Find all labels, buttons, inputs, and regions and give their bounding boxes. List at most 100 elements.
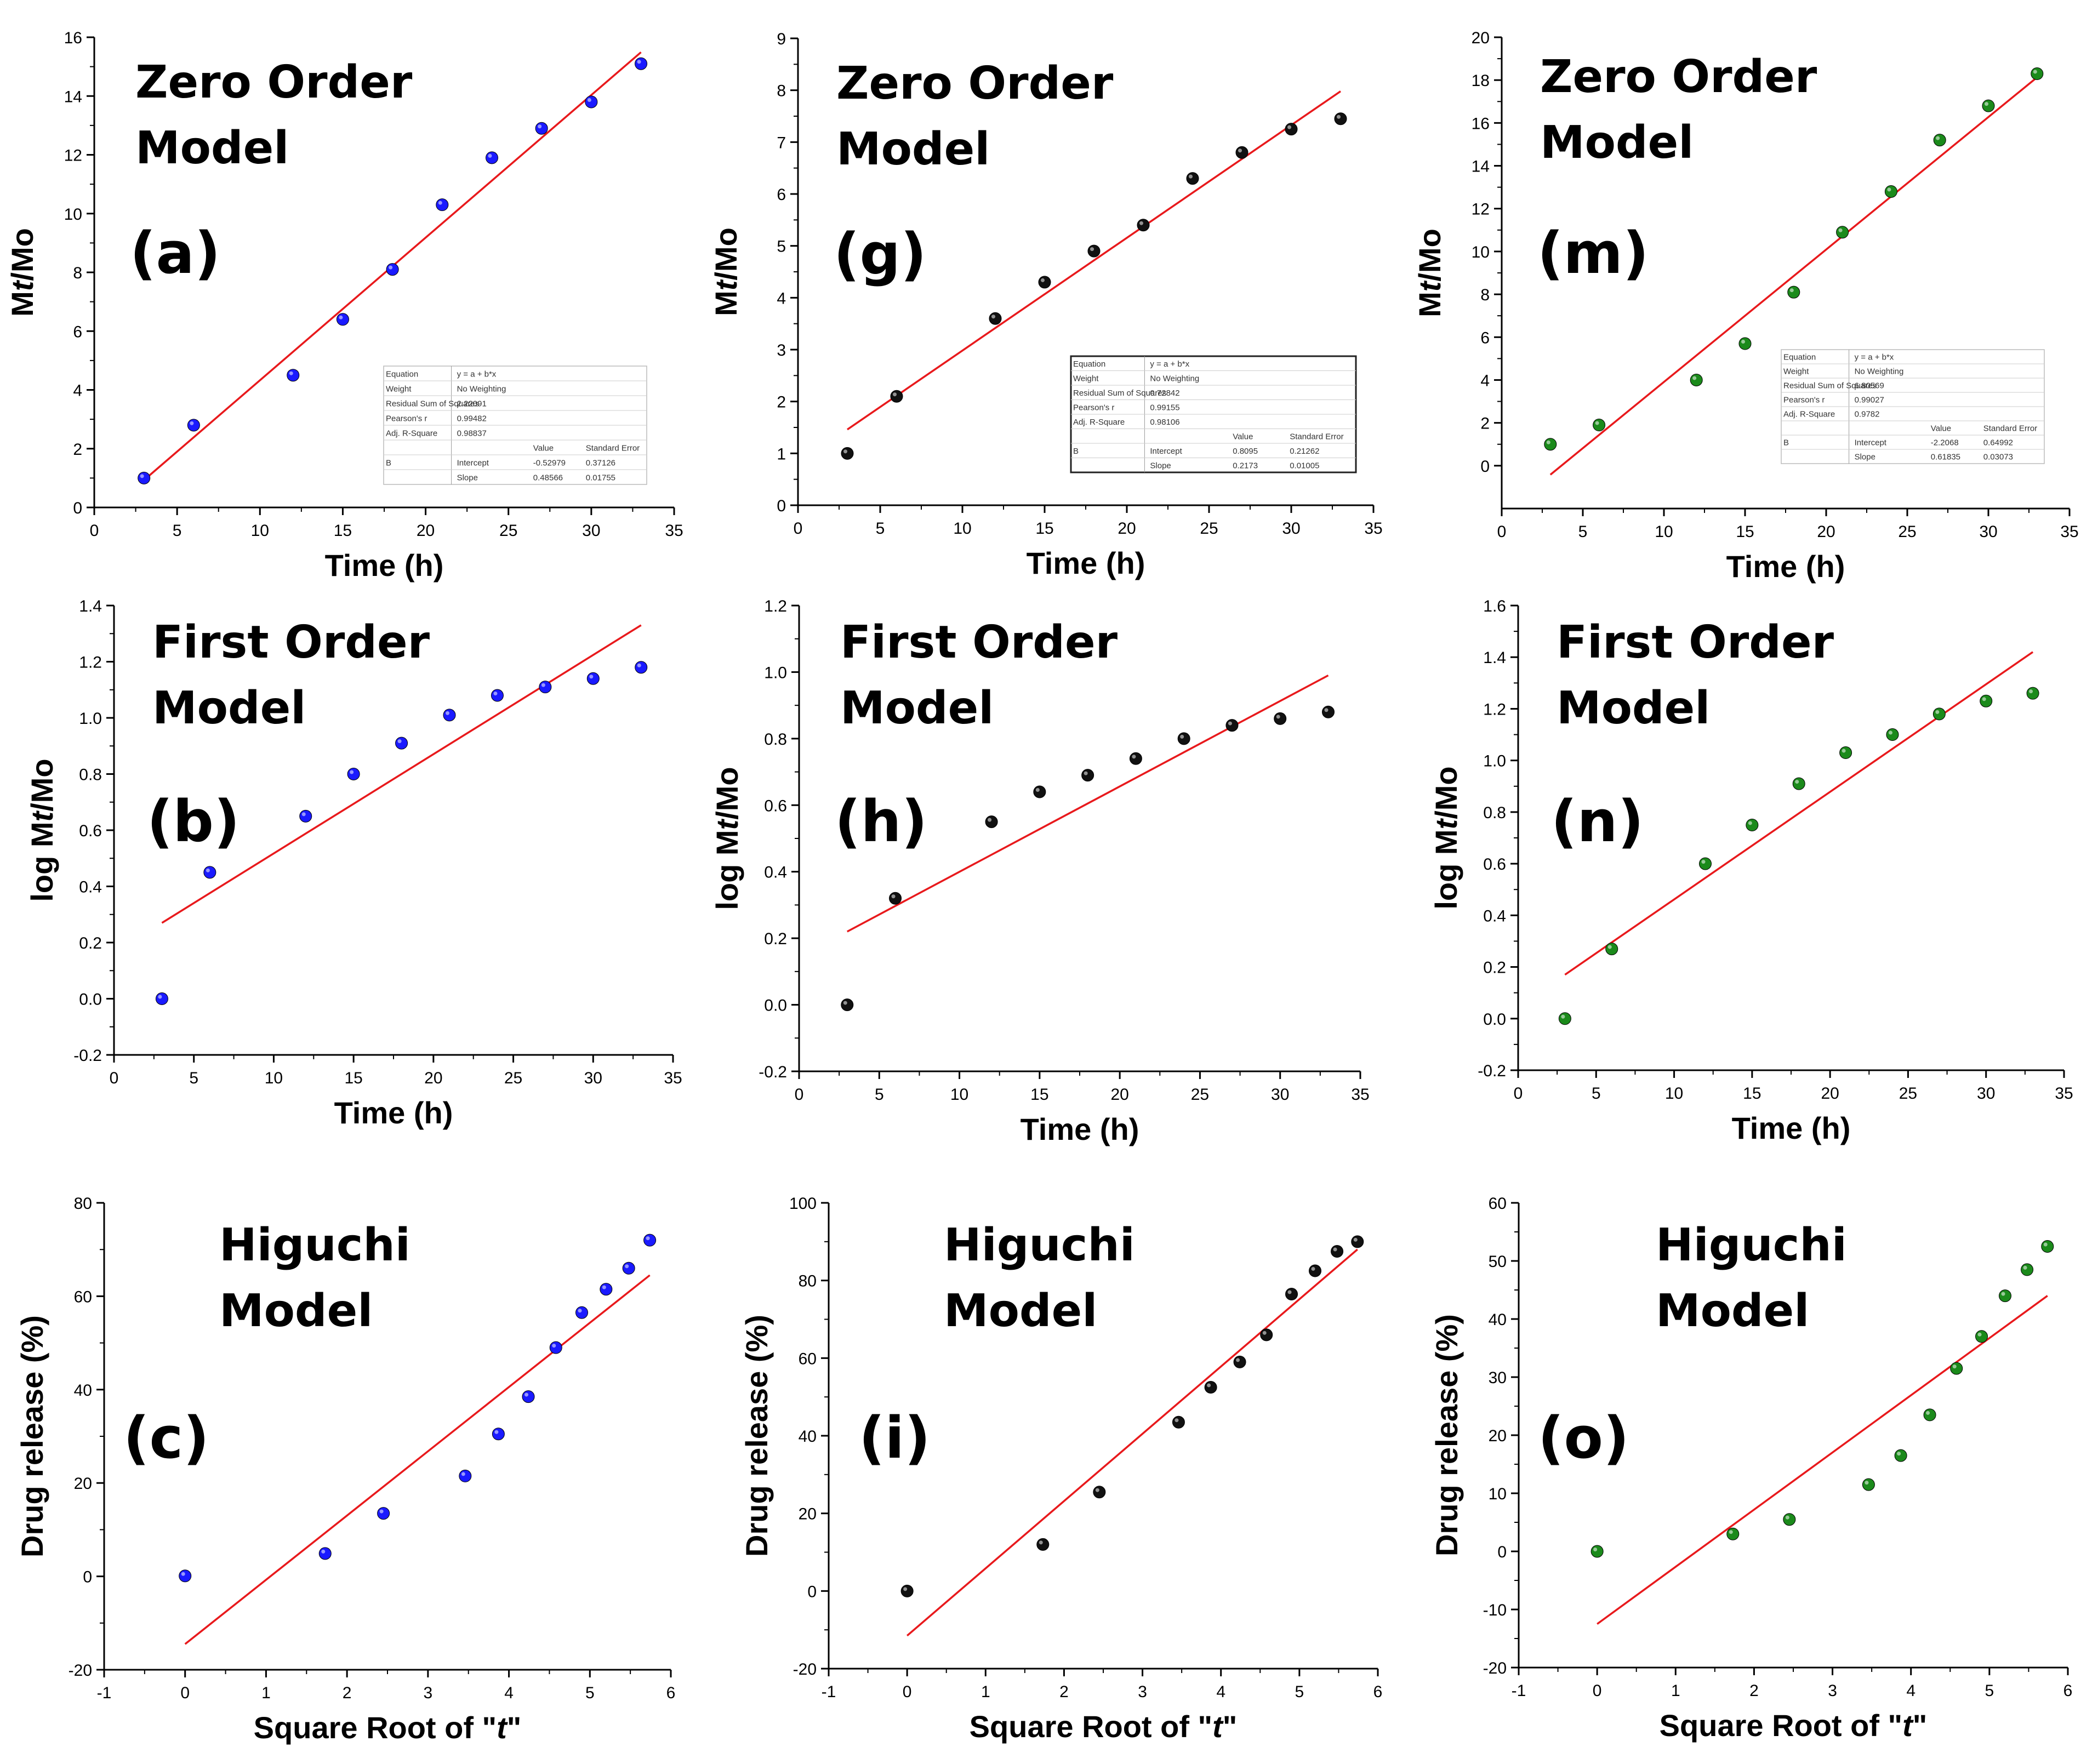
data-point-highlight: [1952, 1365, 1957, 1369]
data-point-highlight: [1333, 1247, 1337, 1252]
x-tick-label: 1: [1671, 1682, 1680, 1700]
data-point-highlight: [2043, 1242, 2048, 1247]
y-tick-label: 0.4: [79, 878, 102, 897]
data-point-highlight: [446, 711, 449, 715]
y-tick-label: 8: [73, 264, 82, 282]
data-point-highlight: [1795, 780, 1799, 784]
data-point-highlight: [1175, 1418, 1179, 1423]
model-title-line: Model: [1540, 117, 1694, 169]
y-tick-label: 12: [1472, 201, 1490, 219]
stats-cell: Slope: [1150, 461, 1171, 471]
y-tick-label: 10: [64, 205, 82, 224]
data-point: [155, 992, 168, 1005]
data-point: [1038, 276, 1051, 289]
x-tick-label: 5: [1592, 1084, 1601, 1103]
x-tick-label: 10: [1655, 523, 1673, 541]
x-tick-label: 0: [903, 1683, 912, 1701]
data-point-highlight: [1139, 221, 1143, 225]
x-tick-label: 30: [1979, 523, 1997, 541]
y-axis-title: Drug release (%): [1429, 1314, 1464, 1556]
data-point-highlight: [1838, 228, 1843, 232]
data-point-highlight: [1337, 115, 1341, 119]
fit-line: [184, 1274, 651, 1645]
x-tick-label: -1: [822, 1683, 836, 1701]
y-tick-label: 60: [799, 1350, 817, 1368]
data-point-highlight: [589, 675, 594, 679]
y-tick-label: 16: [64, 29, 82, 47]
y-tick-label: 2: [73, 441, 82, 459]
x-tick-label: 4: [1906, 1682, 1915, 1700]
data-point: [2031, 67, 2044, 80]
data-point-highlight: [2029, 689, 2033, 694]
data-point-highlight: [903, 1587, 908, 1591]
y-tick-label: 80: [74, 1195, 92, 1213]
x-tick-label: 20: [1110, 1086, 1128, 1104]
y-axis-title: log Mt/Mo: [25, 758, 59, 901]
data-point: [1321, 705, 1335, 718]
x-tick-label: 5: [189, 1069, 198, 1087]
data-point: [1933, 134, 1946, 147]
stats-cell: 0.99155: [1150, 403, 1179, 413]
x-tick-label: 35: [665, 522, 683, 540]
data-point-highlight: [1039, 1540, 1043, 1545]
stats-cell: Weight: [386, 384, 412, 393]
y-tick-label: 6: [777, 186, 786, 204]
stats-cell: Residual Sum of Squares: [386, 399, 479, 408]
stats-cell: Standard Error: [1290, 432, 1343, 442]
stats-cell: Adj. R-Square: [1783, 410, 1835, 419]
data-point: [1886, 728, 1899, 741]
data-point-highlight: [524, 1392, 529, 1397]
y-tick-label: 0.0: [79, 991, 102, 1009]
stats-cell: B: [1073, 447, 1079, 456]
x-tick-label: 25: [504, 1069, 522, 1087]
data-point: [1036, 1538, 1050, 1551]
stats-cell: Intercept: [1855, 438, 1887, 448]
data-point: [2021, 1263, 2034, 1276]
y-tick-label: 1.0: [764, 664, 787, 682]
x-tick-label: 20: [417, 522, 435, 540]
y-tick-label: 1.4: [79, 597, 102, 615]
x-tick-label: 6: [1373, 1683, 1383, 1701]
y-tick-label: 20: [74, 1475, 92, 1493]
panel-label: (c): [123, 1405, 209, 1471]
y-tick-label: 80: [799, 1272, 817, 1291]
data-point: [1285, 1287, 1298, 1300]
x-tick-label: 15: [1030, 1086, 1048, 1104]
x-tick-label: 35: [664, 1069, 682, 1087]
data-point-highlight: [1789, 288, 1794, 293]
model-title-line: First Order: [1557, 616, 1834, 669]
x-tick-label: 35: [2060, 523, 2078, 541]
stats-cell: 0.61835: [1931, 453, 1960, 462]
data-point-highlight: [1935, 710, 1940, 714]
data-point: [347, 768, 360, 780]
data-point-highlight: [206, 868, 210, 872]
data-point-highlight: [538, 124, 542, 129]
data-point: [138, 471, 151, 484]
data-point: [635, 661, 648, 674]
data-point-highlight: [1985, 102, 1988, 106]
data-point-highlight: [602, 1285, 606, 1289]
data-point: [989, 312, 1002, 325]
chart-panel-b: 0 5 10 15 20 25 30 35 -0.2 0.0 0.2 0.4 0.6 0.8 1.0 1.2 1…: [25, 597, 682, 1130]
y-tick-label: 2: [777, 393, 786, 412]
y-tick-label: 100: [789, 1195, 817, 1213]
chart-panel-c: -1 0 1 2 3 4 5 6 -20 0 20 40 60 80 Square Root of "t" D…: [15, 1195, 675, 1745]
data-point-highlight: [397, 739, 402, 744]
chart-panel-h: 0 5 10 15 20 25 30 35 -0.2 0.0 0.2 0.4 0.6 0.8 1.0 1.2 T…: [710, 597, 1370, 1146]
x-tick-label: 10: [251, 522, 269, 540]
data-point: [1593, 419, 1606, 432]
data-point: [1923, 1408, 1936, 1422]
data-point: [600, 1283, 613, 1296]
data-point-highlight: [438, 201, 442, 205]
data-point-highlight: [1311, 1266, 1315, 1271]
data-point: [1235, 146, 1248, 159]
data-point: [485, 151, 498, 164]
x-tick-label: 20: [1817, 523, 1835, 541]
x-tick-label: 25: [1191, 1086, 1209, 1104]
y-axis-title: Drug release (%): [739, 1315, 774, 1557]
data-point-highlight: [578, 1309, 582, 1313]
data-point-highlight: [1842, 749, 1846, 753]
x-axis-title: Time (h): [325, 548, 444, 583]
y-tick-label: 9: [777, 30, 786, 48]
x-tick-label: -1: [97, 1684, 112, 1702]
